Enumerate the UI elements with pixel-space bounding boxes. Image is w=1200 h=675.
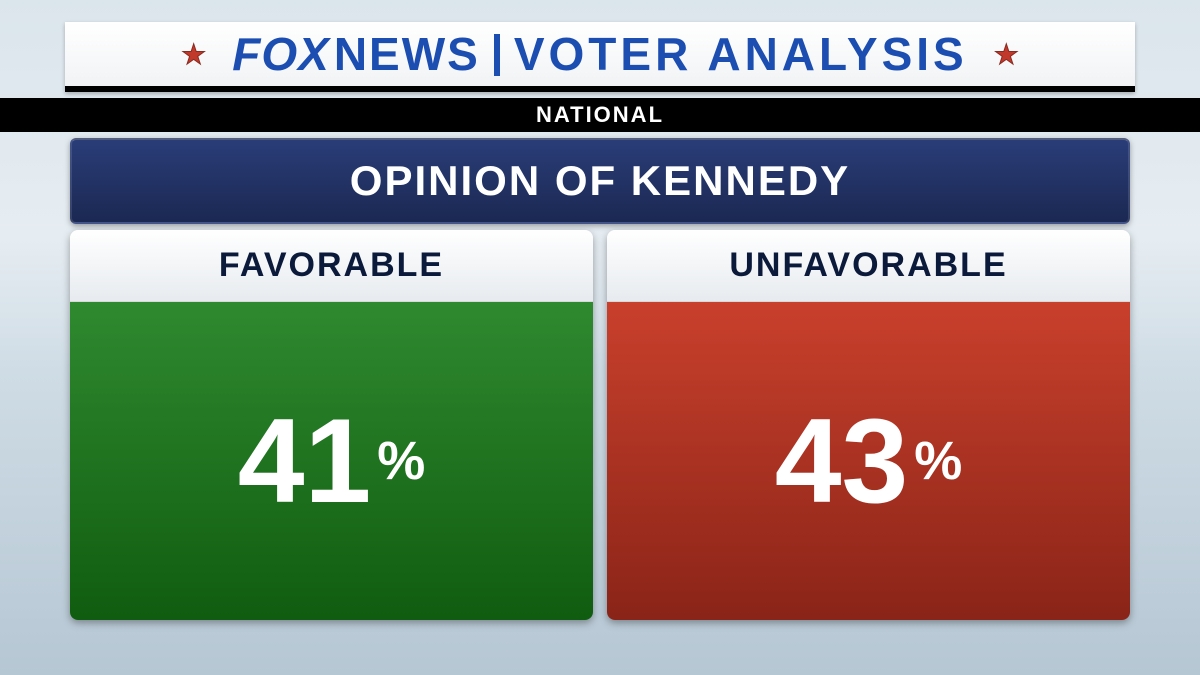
star-icon: ★ [181,38,206,71]
chart-title: OPINION OF KENNEDY [70,138,1130,224]
favorable-panel: FAVORABLE 41 % [70,230,593,620]
favorable-number: 41 [238,401,371,521]
star-icon: ★ [994,38,1019,71]
unfavorable-panel: UNFAVORABLE 43 % [607,230,1130,620]
brand-divider [494,34,500,76]
unfavorable-number: 43 [775,401,908,521]
favorable-label: FAVORABLE [70,230,593,302]
region-label: NATIONAL [0,98,1200,132]
percent-sign: % [377,430,425,492]
brand-segment: VOTER ANALYSIS [514,27,968,81]
percent-sign: % [914,430,962,492]
result-panels: FAVORABLE 41 % UNFAVORABLE 43 % [70,230,1130,620]
unfavorable-value: 43 % [607,302,1130,620]
brand-fox: FOX [232,27,330,81]
favorable-value: 41 % [70,302,593,620]
brand: FOX NEWS VOTER ANALYSIS [232,27,967,81]
brand-news: NEWS [334,27,480,81]
header-bar: ★ FOX NEWS VOTER ANALYSIS ★ [65,22,1135,92]
unfavorable-label: UNFAVORABLE [607,230,1130,302]
